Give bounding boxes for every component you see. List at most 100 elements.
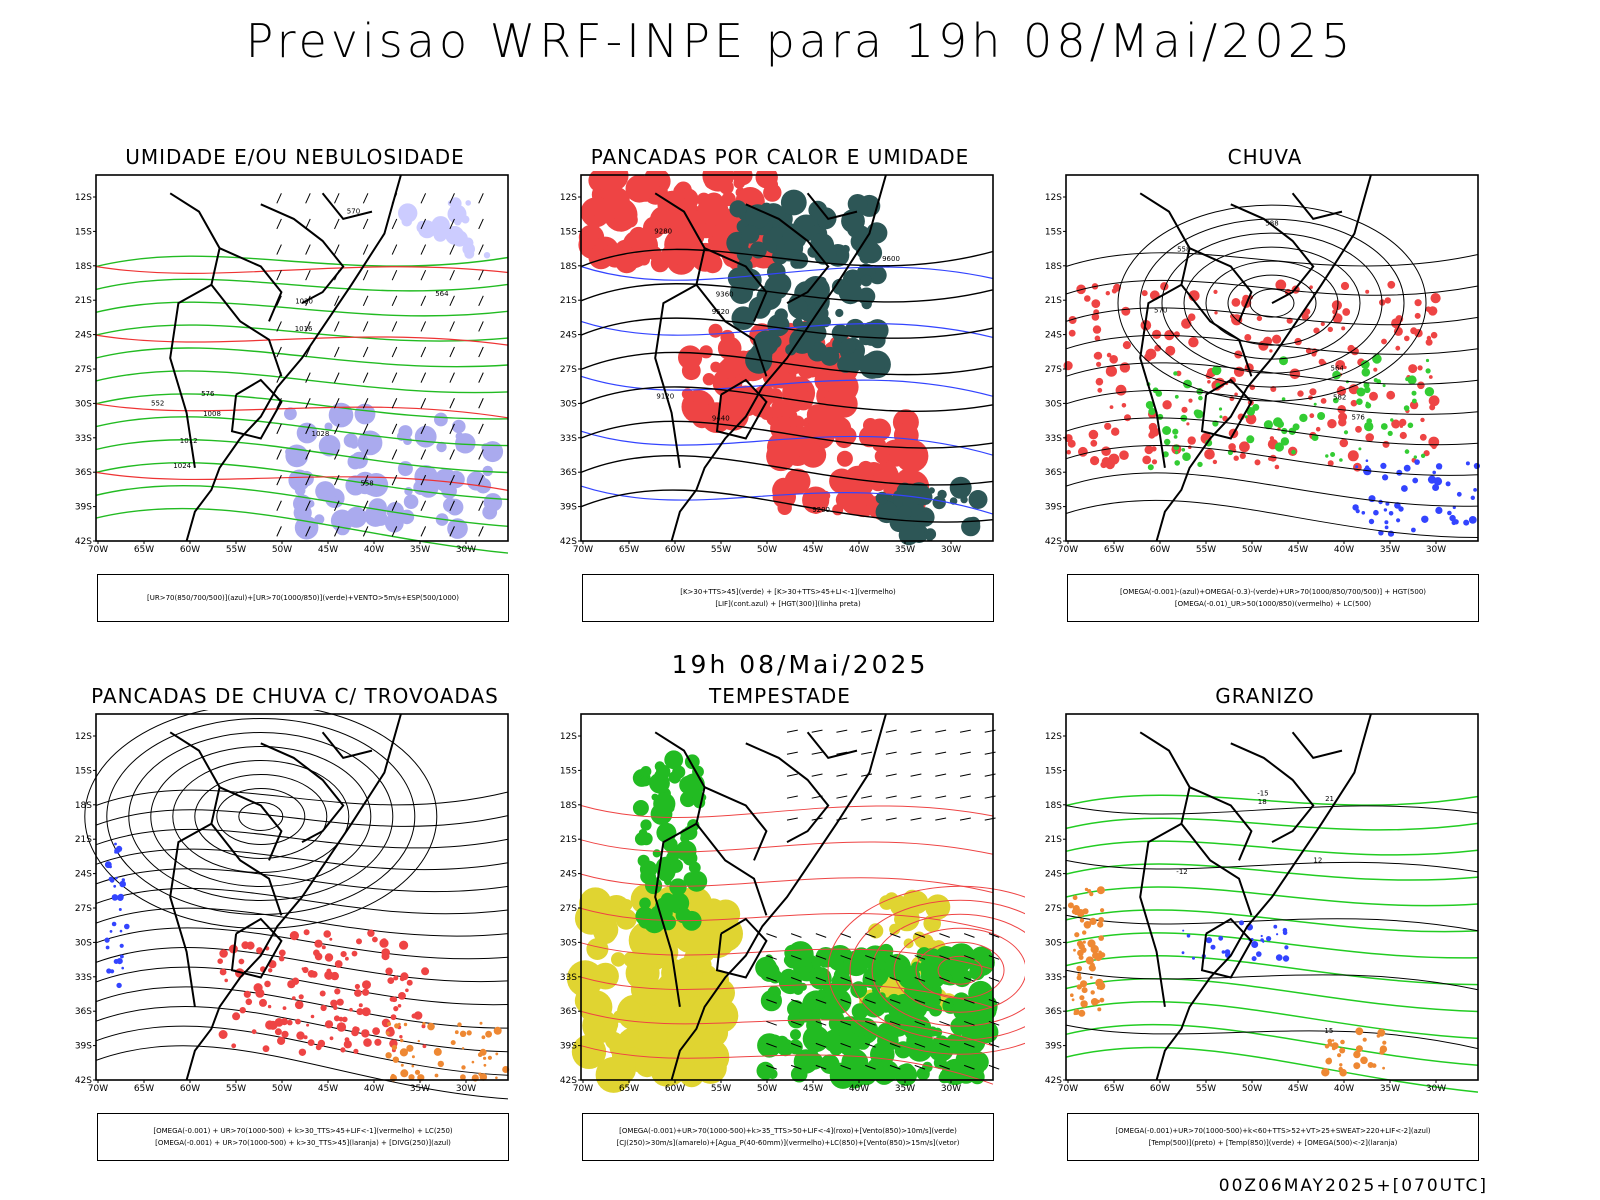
shaded-cell — [729, 200, 747, 218]
contour-line — [95, 828, 509, 849]
shaded-cell — [108, 876, 114, 882]
contour-line — [95, 927, 509, 960]
shaded-cell — [679, 775, 698, 795]
shaded-cell — [1420, 417, 1425, 423]
shaded-cell — [454, 1030, 459, 1035]
shaded-cell — [798, 982, 807, 991]
shaded-cell — [1275, 954, 1283, 961]
shaded-cell — [1339, 1047, 1346, 1054]
shaded-cell — [693, 394, 703, 404]
shaded-cell — [1360, 1056, 1368, 1065]
wind-vector — [811, 729, 823, 733]
shaded-cell — [288, 469, 310, 492]
contour-ring — [893, 927, 1025, 1013]
shaded-cell — [243, 990, 251, 998]
shaded-cell — [1239, 920, 1244, 926]
lat-label: 27S — [75, 904, 92, 914]
wind-vector — [362, 449, 369, 460]
lat-label: 18S — [75, 801, 92, 811]
wind-vector — [766, 1064, 777, 1070]
shaded-cell — [267, 1004, 272, 1009]
border-line — [1189, 247, 1253, 322]
wind-vector — [391, 526, 398, 537]
shaded-cell — [1221, 950, 1226, 954]
wind-vector — [478, 295, 484, 306]
shaded-cell — [701, 402, 732, 433]
shaded-cell — [968, 490, 988, 509]
contour-line — [95, 439, 509, 474]
shaded-cell — [1365, 459, 1369, 463]
shaded-cell — [1425, 338, 1433, 346]
wind-vector — [449, 244, 455, 255]
shaded-cell — [1115, 384, 1127, 396]
lon-label: 60W — [1150, 1084, 1170, 1094]
wind-vectors — [276, 193, 484, 537]
wind-vector — [420, 449, 427, 460]
shaded-cell — [219, 968, 227, 976]
shaded-cell — [447, 518, 468, 539]
contour-label: 9520 — [712, 308, 730, 316]
shaded-cell — [411, 1013, 417, 1019]
shaded-cell — [1244, 334, 1252, 341]
shaded-cell — [755, 956, 777, 979]
wind-vector — [305, 193, 311, 204]
shaded-cell — [1186, 422, 1190, 426]
shaded-cell — [1173, 331, 1180, 338]
temp850-green-contours — [1065, 794, 1479, 1093]
shaded-cell — [119, 943, 124, 948]
wind-vector — [910, 773, 922, 777]
shaded-cell — [778, 971, 802, 995]
shaded-cell — [1331, 300, 1342, 311]
contour-label: 9360 — [716, 290, 734, 298]
wind-vector — [815, 1064, 827, 1070]
shaded-cell — [611, 952, 626, 967]
shaded-cell — [481, 1035, 486, 1040]
contour-line — [580, 283, 994, 303]
shaded-cell — [1067, 902, 1074, 909]
lat-label: 42S — [560, 1076, 577, 1086]
shaded-cell — [808, 442, 820, 454]
lat-label: 18S — [75, 262, 92, 272]
lon-label: 65W — [134, 545, 154, 555]
plot-frame — [95, 174, 509, 542]
shaded-cell — [1330, 452, 1336, 457]
shaded-cell — [1429, 404, 1436, 411]
contour-line — [95, 887, 509, 915]
shaded-cell — [1218, 935, 1224, 941]
lat-label: 15S — [75, 227, 92, 237]
shaded-cell — [400, 1038, 404, 1043]
shaded-cell — [464, 248, 475, 259]
shaded-cell — [1151, 459, 1158, 465]
shaded-cell — [940, 972, 953, 985]
lat-label: 27S — [1045, 904, 1062, 914]
shaded-cell — [1246, 407, 1256, 416]
wind-vector — [939, 955, 950, 960]
shaded-cell — [1299, 413, 1308, 423]
shaded-cell — [324, 1020, 334, 1029]
shaded-cell — [1473, 462, 1480, 470]
contour-line — [1065, 859, 1479, 873]
shaded-cell — [239, 1007, 246, 1014]
shaded-cell — [1372, 354, 1382, 364]
shaded-cell — [1245, 413, 1257, 425]
shaded-cell — [399, 940, 409, 950]
lon-label: 60W — [665, 545, 685, 555]
contour-line — [1065, 1023, 1479, 1067]
shaded-cell — [421, 1024, 426, 1029]
lon-label: 50W — [272, 1084, 292, 1094]
shaded-cell — [1090, 439, 1098, 447]
shaded-cell — [656, 210, 669, 223]
shaded-cell — [1368, 518, 1375, 525]
lat-label: 18S — [1045, 801, 1062, 811]
shaded-cell — [336, 1022, 347, 1032]
lon-label: 50W — [1242, 1084, 1262, 1094]
shaded-cell — [124, 923, 130, 930]
wind-vector — [935, 773, 947, 777]
contour-line — [1065, 279, 1479, 296]
shaded-cell — [298, 1048, 307, 1056]
wind-vector — [305, 500, 311, 511]
wind-vector — [420, 244, 427, 255]
lon-label: 35W — [895, 1084, 915, 1094]
lon-label: 45W — [318, 1084, 338, 1094]
shaded-cell — [1388, 511, 1394, 516]
